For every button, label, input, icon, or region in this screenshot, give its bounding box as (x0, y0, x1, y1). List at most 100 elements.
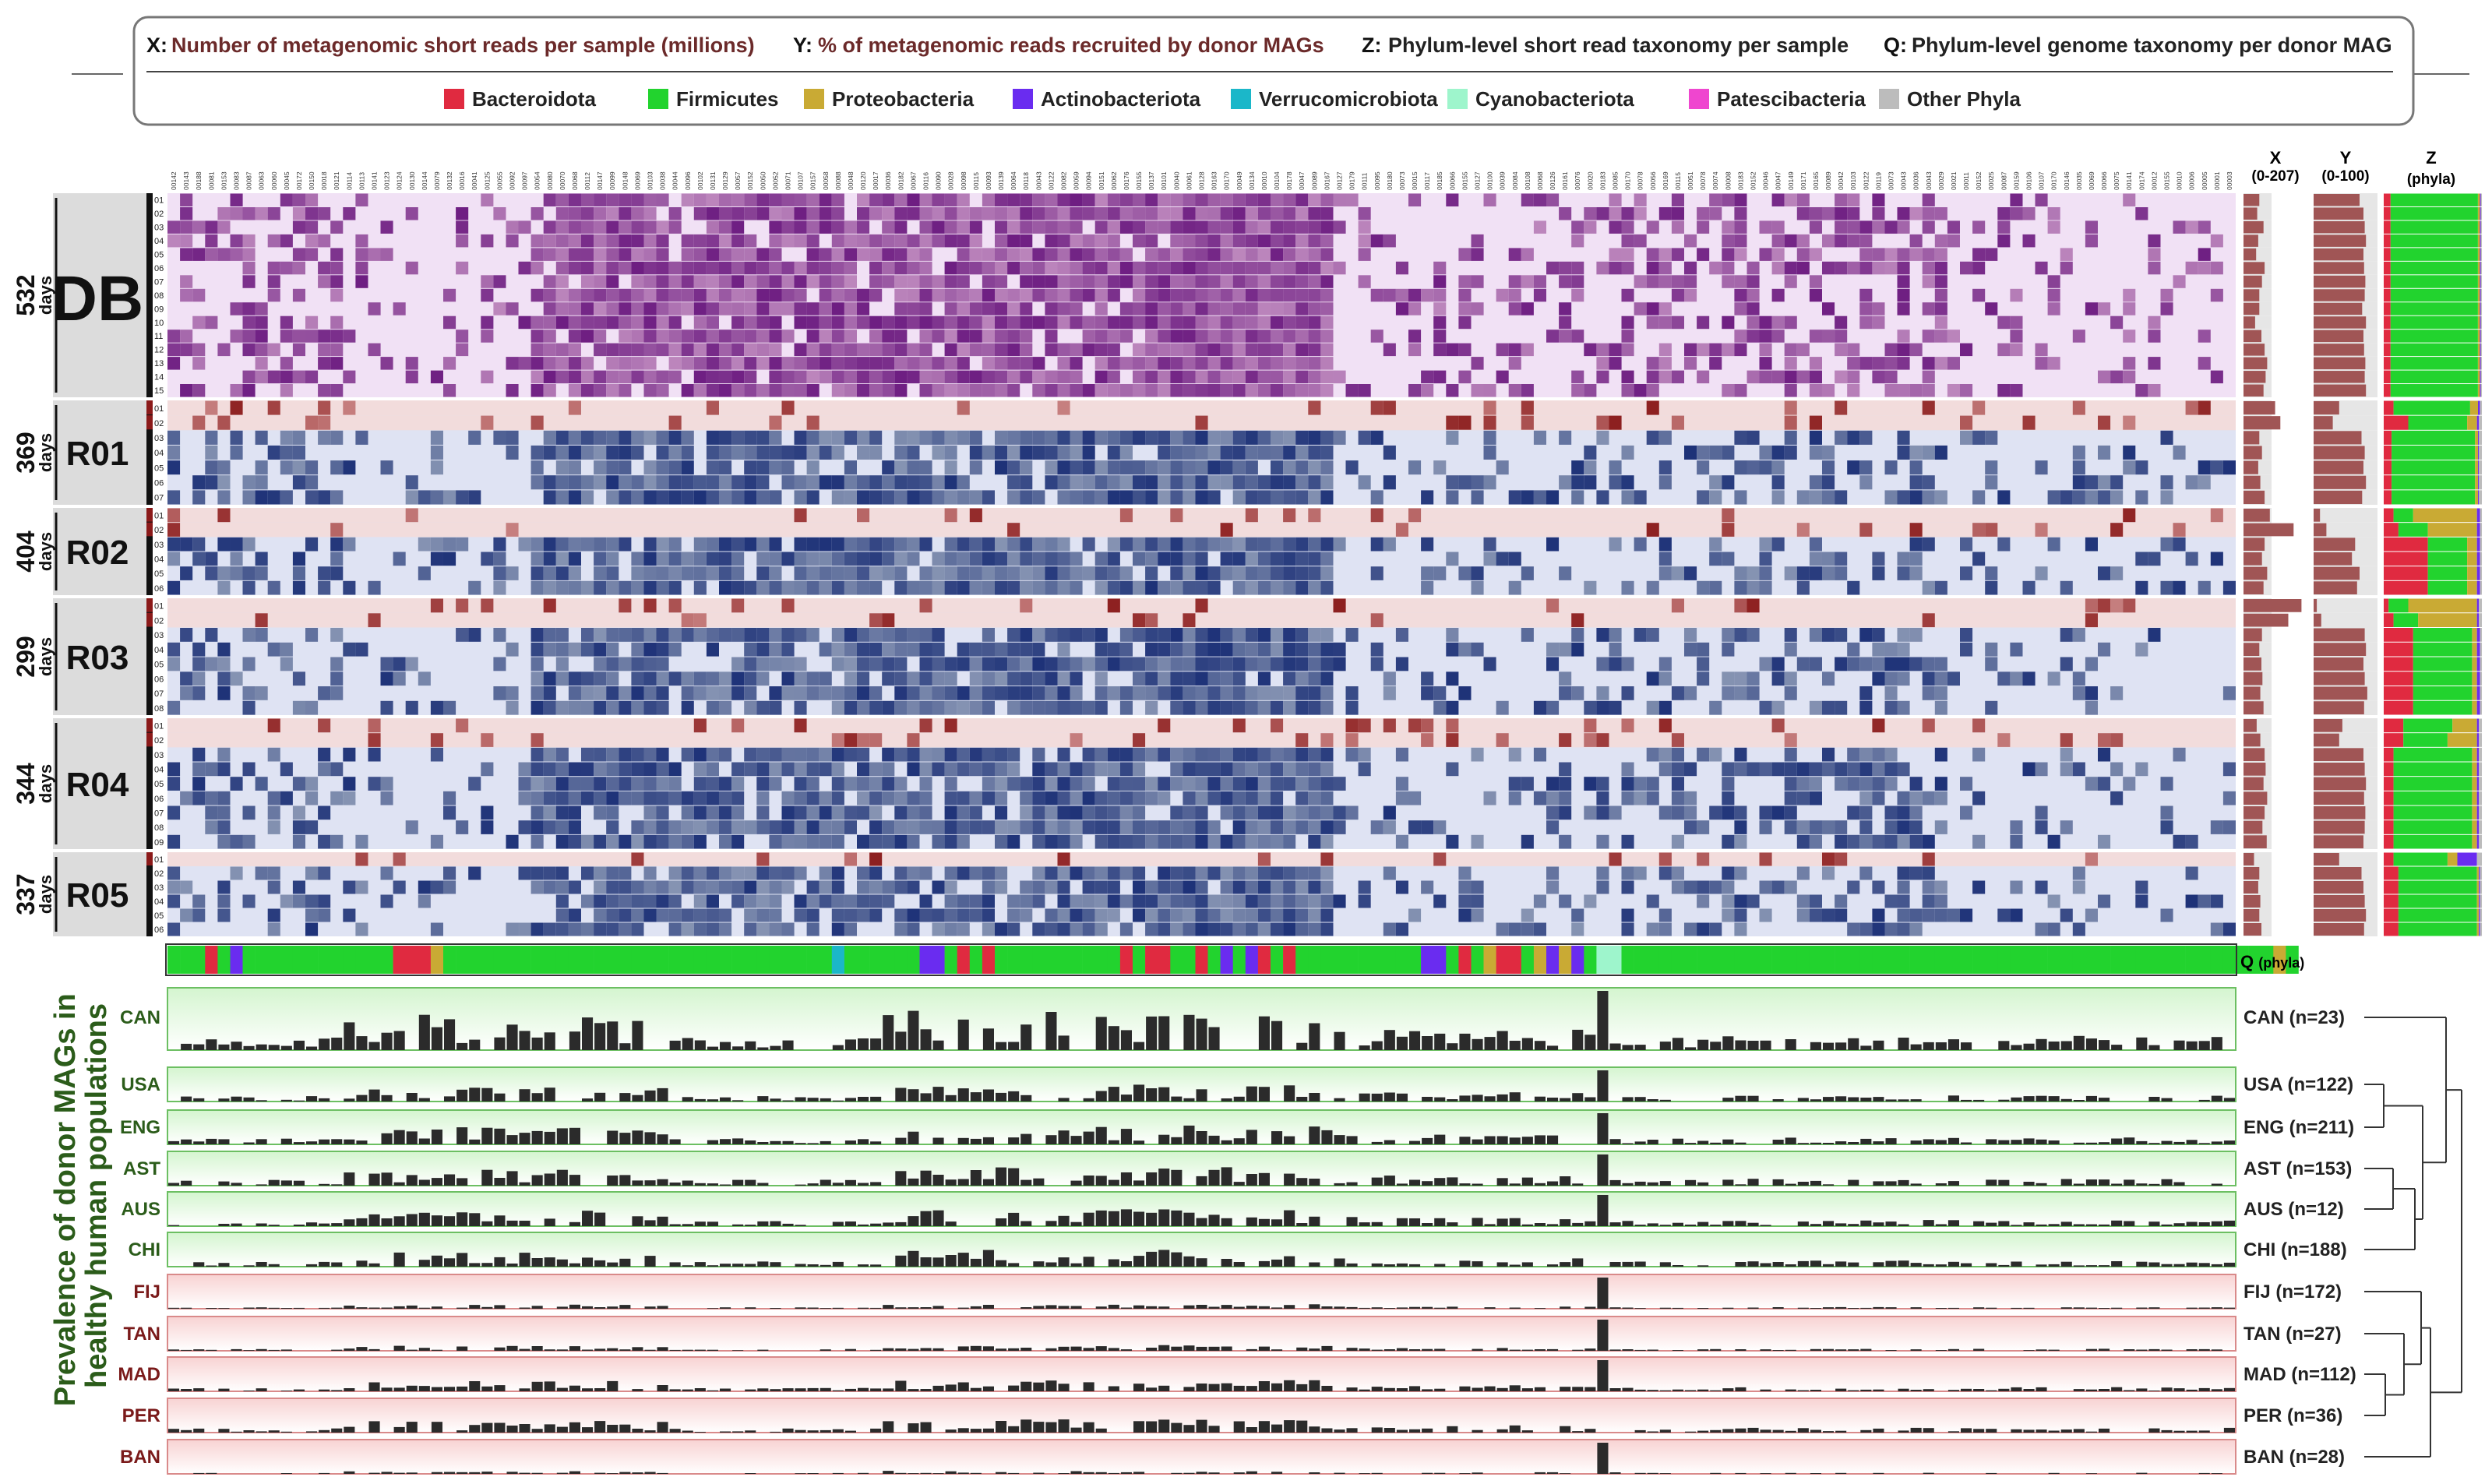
heatmap-cell (619, 628, 632, 642)
heatmap-cell (242, 566, 256, 580)
heatmap-cell (2010, 642, 2023, 657)
heatmap-cell (1709, 445, 1722, 460)
heatmap-cell (1195, 460, 1208, 475)
legend-swatch (648, 89, 668, 109)
heatmap-cell (1032, 193, 1045, 206)
heatmap-cell (242, 580, 256, 595)
heatmap-cell (606, 370, 619, 384)
heatmap-cell (1634, 384, 1647, 397)
heatmap-cell (1621, 343, 1634, 357)
heatmap-cell (1796, 207, 1810, 220)
heatmap-cell (831, 490, 844, 505)
heatmap-cell (1796, 866, 1810, 880)
heatmap-cell (543, 866, 556, 880)
heatmap-cell (1170, 866, 1183, 880)
y-bar (2314, 672, 2365, 686)
heatmap-cell (1835, 894, 1848, 908)
heatmap-cell (2123, 598, 2136, 613)
heatmap-cell (267, 922, 280, 936)
heatmap-cell (280, 234, 293, 248)
heatmap-cell (1070, 566, 1083, 580)
heatmap-cell (1884, 248, 1898, 261)
heatmap-cell (919, 220, 932, 234)
group-duration: 369days (12, 432, 55, 473)
q-cell (518, 946, 531, 974)
heatmap-cell (230, 302, 243, 315)
heatmap-cell (882, 642, 895, 657)
heatmap-cell (1020, 791, 1033, 805)
heatmap-cell (2173, 834, 2186, 849)
heatmap-cell (869, 384, 883, 397)
q-cell (1220, 946, 1233, 974)
heatmap-cell (1646, 315, 1659, 330)
heatmap-cell (1158, 747, 1171, 762)
heatmap-cell (806, 791, 820, 805)
heatmap-cell (1784, 686, 1797, 700)
heatmap-cell (693, 207, 707, 220)
heatmap-cell (1158, 370, 1171, 384)
heatmap-cell (355, 193, 368, 206)
heatmap-cell (919, 598, 932, 613)
heatmap-cell (719, 922, 732, 936)
heatmap-cell (1094, 834, 1108, 849)
heatmap-cell (693, 370, 707, 384)
heatmap-cell (430, 537, 443, 552)
heatmap-cell (919, 805, 932, 820)
heatmap-cell (1395, 791, 1408, 805)
heatmap-cell (882, 490, 895, 505)
heatmap-cell (1458, 566, 1472, 580)
heatmap-cell (1671, 880, 1684, 894)
q-cell (794, 946, 807, 974)
heatmap-cell (731, 288, 745, 302)
sample-label: 05 (154, 464, 164, 473)
z-segment (2476, 537, 2480, 552)
heatmap-cell (594, 430, 607, 445)
heatmap-cell (1458, 642, 1472, 657)
heatmap-cell (1207, 834, 1221, 849)
heatmap-cell (932, 330, 945, 343)
heatmap-cell (2210, 261, 2223, 275)
heatmap-cell (305, 415, 319, 430)
q-cell (1997, 946, 2011, 974)
heatmap-cell (1308, 834, 1321, 849)
heatmap-cell (1082, 288, 1095, 302)
q-cell (2010, 946, 2023, 974)
z-segment (2480, 330, 2482, 343)
heatmap-cell (1471, 908, 1484, 922)
heatmap-cell (1245, 460, 1258, 475)
heatmap-cell (957, 475, 970, 490)
heatmap-cell (1094, 475, 1108, 490)
mag-label: 00071 (784, 171, 792, 190)
heatmap-cell (1170, 700, 1183, 715)
heatmap-cell (1784, 275, 1797, 288)
mag-label: 00124 (396, 171, 404, 190)
heatmap-cell (681, 880, 694, 894)
heatmap-cell (656, 490, 669, 505)
heatmap-cell (1985, 248, 1998, 261)
heatmap-cell (668, 566, 682, 580)
heatmap-cell (418, 672, 431, 686)
heatmap-cell (1195, 445, 1208, 460)
z-segment (2384, 288, 2391, 302)
heatmap-cell (1922, 400, 1935, 415)
heatmap-cell (330, 261, 344, 275)
heatmap-cell (619, 315, 632, 330)
heatmap-cell (594, 580, 607, 595)
heatmap-cell (543, 315, 556, 330)
heatmap-cell (907, 866, 920, 880)
heatmap-cell (292, 777, 305, 791)
heatmap-cell (894, 880, 908, 894)
heatmap-cell (1271, 552, 1284, 566)
heatmap-cell (1934, 302, 1947, 315)
heatmap-cell (1809, 791, 1822, 805)
heatmap-cell (2185, 400, 2198, 415)
heatmap-cell (1245, 261, 1258, 275)
heatmap-cell (919, 343, 932, 357)
heatmap-cell (1658, 302, 1672, 315)
heatmap-cell (1170, 357, 1183, 370)
heatmap-cell (744, 315, 757, 330)
heatmap-cell (882, 207, 895, 220)
heatmap-cell (643, 791, 657, 805)
heatmap-cell (1020, 193, 1033, 206)
heatmap-cell (1045, 908, 1058, 922)
